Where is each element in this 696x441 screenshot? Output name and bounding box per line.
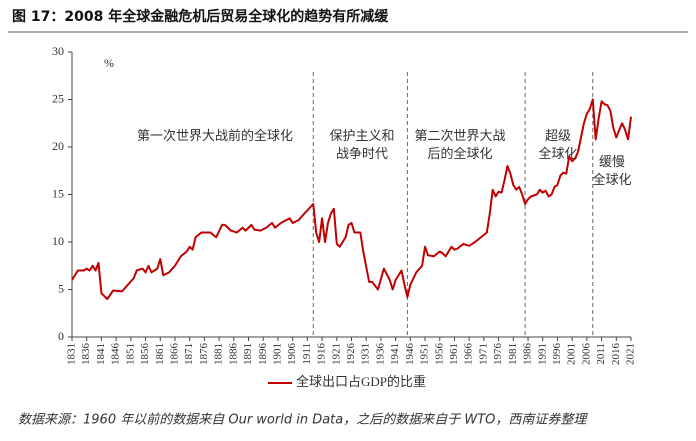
x-tick-label: 1951 [419,343,431,365]
x-tick-label: 1966 [463,343,475,366]
x-tick-label: 2011 [595,343,607,365]
x-tick-label: 1856 [139,343,151,366]
x-tick-label: 1836 [80,343,92,366]
period-label: 第一次世界大战前的全球化 [137,128,293,143]
y-tick-label: 20 [52,139,64,153]
x-tick-label: 1881 [213,343,225,365]
x-tick-label: 1991 [536,343,548,365]
x-tick-label: 1876 [198,343,210,366]
x-tick-label: 1936 [374,343,386,366]
legend-label: 全球出口占GDP的比重 [296,374,426,389]
x-tick-label: 2006 [580,343,592,366]
period-label: 战争时代 [336,146,388,161]
source-note: 数据来源：1960 年以前的数据来自 Our world in Data，之后的… [18,413,588,428]
x-tick-label: 1956 [433,343,445,366]
x-tick-label: 1981 [507,343,519,365]
x-tick-label: 1996 [551,343,563,366]
x-tick-label: 1851 [124,343,136,365]
y-tick-label: 30 [52,44,64,58]
period-label: 缓慢 [599,154,625,169]
x-tick-label: 1901 [271,343,283,365]
chart-title: 图 17：2008 年全球金融危机后贸易全球化的趋势有所减缓 [12,8,389,25]
period-label: 第二次世界大战 [414,128,505,143]
period-label: 后的全球化 [427,146,492,161]
x-tick-label: 1866 [169,343,181,366]
x-tick-label: 1976 [492,342,504,365]
x-tick-label: 1846 [110,343,122,366]
x-tick-label: 1871 [183,343,195,365]
x-tick-label: 1891 [242,343,254,365]
x-tick-label: 1986 [522,343,534,366]
y-tick-label: 5 [58,281,64,295]
x-tick-label: 1921 [330,343,342,365]
x-tick-label: 1886 [227,343,239,366]
period-label: 全球化 [538,146,577,161]
period-label: 保护主义和 [329,128,394,143]
x-tick-label: 1831 [66,343,78,365]
x-tick-label: 1931 [360,343,372,365]
line-series [71,98,632,300]
x-tick-label: 1941 [389,343,401,365]
x-tick-label: 1916 [316,343,328,366]
period-label: 全球化 [592,172,631,187]
x-tick-label: 1906 [286,343,298,366]
x-tick-label: 1946 [404,343,416,366]
x-tick-label: 1926 [345,343,357,366]
y-tick-label: 25 [52,91,64,105]
x-tick-label: 1971 [477,343,489,365]
y-unit: % [104,56,114,70]
x-tick-label: 1961 [448,343,460,365]
x-tick-label: 1896 [257,343,269,366]
y-tick-label: 15 [52,186,64,200]
x-tick-label: 2021 [625,343,637,365]
period-label: 超级 [545,128,571,143]
x-tick-label: 1861 [154,343,166,365]
y-tick-label: 10 [52,234,64,248]
x-tick-label: 1841 [95,343,107,365]
x-tick-label: 2016 [610,343,622,366]
y-tick-label: 0 [58,329,64,343]
x-tick-label: 2001 [566,343,578,365]
x-tick-label: 1911 [301,343,313,365]
